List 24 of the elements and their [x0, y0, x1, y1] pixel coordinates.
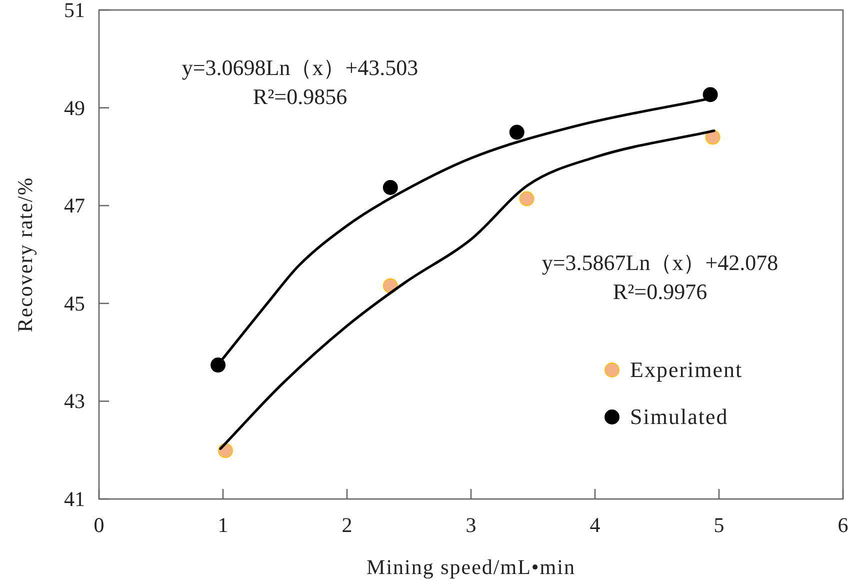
x-tick-label: 5 [714, 513, 724, 537]
y-tick-label: 41 [64, 487, 85, 511]
x-tick-label: 1 [218, 513, 228, 537]
x-tick-label: 4 [590, 513, 601, 537]
y-tick-label: 49 [64, 96, 85, 120]
y-tick-label: 47 [64, 194, 85, 218]
annotation: y=3.0698Ln（x）+43.503 R²=0.9856 [182, 55, 418, 109]
point [519, 191, 534, 206]
x-tick-label: 3 [466, 513, 476, 537]
y-tick-label: 45 [64, 291, 85, 316]
point [210, 358, 226, 373]
x-tick-label: 6 [838, 513, 848, 537]
legend-label: Simulated [630, 404, 728, 429]
point [702, 87, 718, 102]
legend-label: Experiment [630, 357, 743, 382]
point [509, 124, 524, 140]
x-tick-label: 2 [342, 513, 352, 537]
y-tick-label: 51 [64, 0, 85, 22]
y-axis-title: Recovery rate/% [13, 176, 37, 332]
point [382, 180, 398, 196]
y-tick-label: 43 [64, 389, 85, 414]
x-tick-label: 0 [94, 513, 104, 537]
x-axis-title: Mining speed/mL•min [366, 555, 576, 579]
annotation: y=3.5867Ln（x）+42.078 R²=0.9976 [542, 250, 778, 304]
